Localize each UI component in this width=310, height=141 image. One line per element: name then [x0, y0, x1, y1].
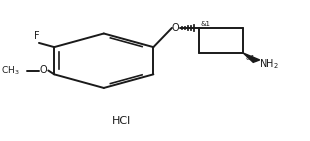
Text: &1: &1 [201, 21, 211, 27]
Text: &1: &1 [246, 55, 256, 61]
Text: F: F [34, 31, 39, 41]
Text: NH$_2$: NH$_2$ [259, 57, 278, 71]
Text: HCl: HCl [112, 116, 131, 126]
Text: O: O [40, 66, 47, 75]
Text: O: O [172, 23, 179, 33]
Text: CH$_3$: CH$_3$ [2, 64, 20, 77]
Polygon shape [243, 53, 260, 62]
